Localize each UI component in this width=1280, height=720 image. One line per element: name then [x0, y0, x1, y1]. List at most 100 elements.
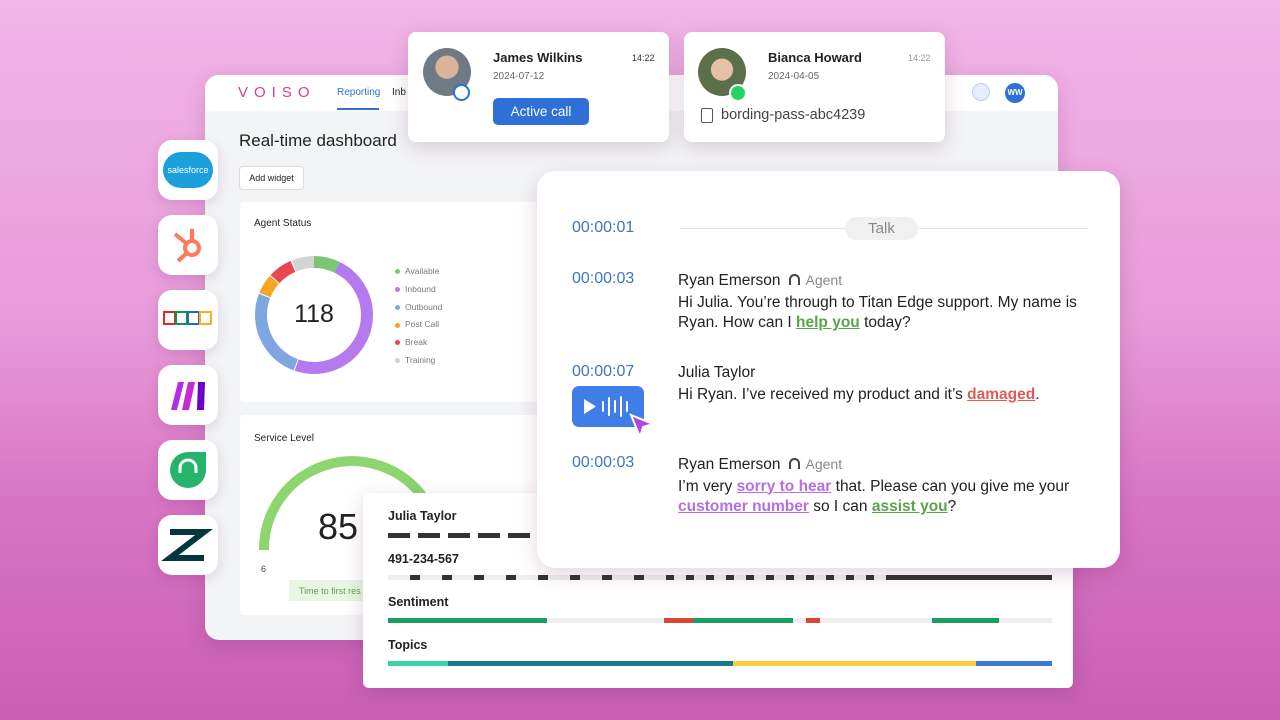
number-label: 491-234-567	[388, 552, 459, 566]
topics-bar	[388, 661, 1052, 666]
speaker: Ryan Emerson	[678, 456, 781, 473]
active-call-button[interactable]: Active call	[493, 98, 589, 125]
add-widget-button[interactable]: Add widget	[239, 166, 304, 190]
gauge-min: 6	[261, 564, 267, 574]
keyword: help you	[796, 314, 860, 331]
badge: Time to first res	[289, 580, 374, 601]
call-date: 2024-04-05	[768, 71, 820, 82]
nav-tab[interactable]: Inb	[392, 87, 406, 98]
text-segment: Hi Julia. You’re through to Titan Edge s…	[678, 293, 1077, 332]
speaker: Julia Taylor	[678, 364, 756, 381]
salesforce-logo: salesforce	[163, 152, 213, 188]
legend-label: Available	[405, 266, 440, 276]
legend-item: Available	[395, 266, 439, 276]
donut-segment	[255, 256, 373, 374]
cursor	[629, 413, 656, 440]
message-text: Hi Ryan. I’ve received my product and it…	[678, 385, 1078, 406]
make-logo	[171, 382, 205, 410]
legend-item: Break	[395, 337, 427, 347]
whatsapp-icon	[729, 84, 747, 102]
hubspot-tile[interactable]	[158, 215, 218, 275]
speaker-bar	[388, 533, 538, 538]
timestamp: 00:00:03	[572, 454, 635, 471]
make-tile[interactable]	[158, 365, 218, 425]
support-tile[interactable]	[158, 440, 218, 500]
legend-item: Post Call	[395, 319, 439, 329]
legend-label: Training	[405, 355, 436, 365]
topics-label: Topics	[388, 638, 428, 652]
phone-button[interactable]	[972, 83, 990, 101]
legend-label: Outbound	[405, 301, 443, 312]
divider-label: Talk	[845, 217, 918, 240]
legend-dot	[395, 340, 400, 346]
keyword: customer number	[678, 498, 809, 515]
card-title: Service Level	[254, 433, 315, 444]
gauge-arc	[258, 456, 430, 551]
card-title: Agent Status	[254, 218, 312, 229]
legend-item: Training	[395, 355, 435, 365]
play-audio-button[interactable]	[572, 386, 644, 427]
role: Agent	[805, 456, 843, 472]
nav-tab[interactable]: Reporting	[337, 87, 381, 98]
zoho-tile[interactable]	[158, 290, 218, 350]
legend-label: Inbound	[405, 283, 436, 294]
caller-name: Bianca Howard	[768, 50, 862, 65]
donut-segment	[255, 256, 373, 374]
support-logo	[170, 452, 206, 488]
attachment[interactable]: bording-pass-abc4239	[721, 107, 866, 123]
message: Ryan Emerson Agent I’m very sorry to hear …	[678, 454, 1078, 518]
dashboard-title: Real-time dashboard	[239, 131, 397, 150]
text-segment: I’m very	[678, 477, 737, 495]
call-time: 14:22	[908, 53, 931, 63]
zendesk-logo	[161, 529, 213, 561]
donut	[255, 256, 373, 374]
legend-item: Outbound	[395, 302, 442, 312]
logo: VOISO	[238, 84, 316, 101]
timestamp: 00:00:03	[572, 270, 635, 287]
text-segment: .	[1035, 385, 1040, 403]
timestamp: 00:00:07	[572, 363, 635, 380]
salesforce-tile[interactable]: salesforce	[158, 140, 218, 200]
call-time: 14:22	[632, 53, 655, 63]
legend-label: Post Call	[405, 319, 440, 330]
caller-name: James Wilkins	[493, 50, 583, 65]
text-segment: that. Please can you give me your	[831, 477, 1070, 495]
message: Julia Taylor Hi Ryan. I’ve received my pr…	[678, 363, 1078, 405]
text-segment: today?	[859, 314, 911, 331]
sentiment-label: Sentiment	[388, 595, 449, 609]
message: Ryan Emerson Agent Hi Julia. You’re throug…	[678, 270, 1078, 334]
keyword: damaged	[967, 385, 1036, 403]
speaker-bar	[388, 575, 1052, 580]
speaker: Ryan Emerson	[678, 272, 781, 289]
message-header: Ryan Emerson Agent	[678, 454, 1078, 476]
hubspot-logo	[173, 229, 201, 263]
legend-dot	[395, 304, 400, 310]
legend-label: Break	[405, 337, 428, 348]
file-icon	[701, 108, 713, 123]
keyword: assist you	[871, 498, 948, 515]
caller-label: Julia Taylor	[388, 509, 457, 523]
legend-dot	[395, 322, 400, 328]
role: Agent	[805, 272, 843, 288]
text-segment: ?	[947, 498, 957, 515]
gauge	[258, 456, 430, 551]
legend-dot	[395, 358, 400, 364]
play-icon	[584, 396, 628, 417]
message-text: Hi Julia. You’re through to Titan Edge s…	[678, 293, 1078, 334]
legend-dot	[395, 269, 400, 275]
transcript-card	[537, 171, 1120, 568]
nav-tab-underline	[337, 108, 379, 110]
message-text: I’m very sorry to hear that. Please can …	[678, 477, 1078, 518]
sentiment-bar	[388, 618, 1052, 623]
headset-icon	[788, 274, 800, 285]
legend-dot	[395, 287, 400, 293]
divider-time: 00:00:01	[572, 219, 635, 236]
donut-total: 118	[294, 300, 334, 328]
message-header: Ryan Emerson Agent	[678, 270, 1078, 292]
call-date: 2024-07-12	[493, 71, 545, 82]
message-header: Julia Taylor	[678, 363, 1078, 384]
zendesk-tile[interactable]	[158, 515, 218, 575]
user-avatar[interactable]: WW	[1005, 83, 1025, 103]
gauge-value: 85	[318, 506, 359, 547]
